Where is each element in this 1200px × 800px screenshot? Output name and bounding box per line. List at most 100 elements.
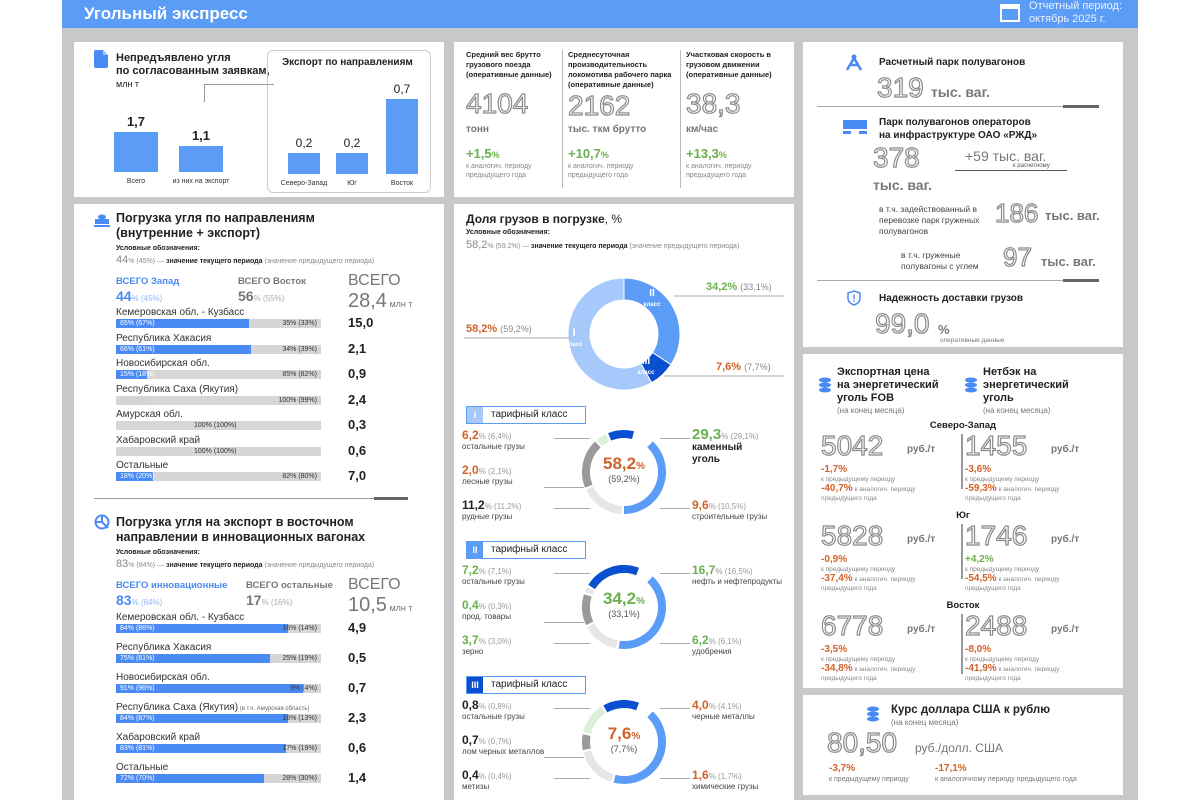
innov-value: 83% (84%) [116, 592, 163, 608]
share-bar: 72% (70%) 28% (30%) [116, 774, 321, 783]
mom-label: к предыдущему периоду [965, 566, 1040, 573]
fob-mom-change: -0,9% [821, 554, 848, 565]
export-bar-value: 0,2 [295, 135, 313, 150]
usd-mom-label: к предыдущему периоду [829, 776, 909, 783]
bar-left-label: 84% (87%) [120, 715, 155, 722]
share-bar-fill [116, 344, 252, 354]
tariff-donut-segment [586, 486, 623, 514]
tariff-center-value: 7,6% [607, 724, 641, 743]
leader-line [554, 708, 590, 709]
tariff-donut [582, 565, 666, 649]
share-bar: 65% (67%) 35% (33%) [116, 319, 321, 328]
price-region-name: Северо-Запад [929, 420, 997, 431]
net-price-value: 2488 [964, 609, 1028, 641]
tariff-segment-label: 16,7% (16,5%) нефть и нефтепродукты [692, 563, 783, 586]
kpi-unit: тонн [466, 124, 489, 135]
tariff-class-label: тарифный класс [491, 544, 568, 555]
tariff-donut-segment [618, 576, 666, 649]
tariff-donut-segment [582, 594, 594, 626]
bar-right-label: 34% (39%) [282, 345, 317, 353]
unclaimed-bar-value: 1,7 [126, 114, 146, 129]
tariff-segment-label: 6,2% (6,1%) удобрения [692, 633, 742, 656]
share-bar-fill [116, 370, 147, 379]
share-bar: 75% (81%) 25% (19%) [116, 654, 321, 663]
class-word-label: класс [644, 302, 662, 308]
unclaimed-title: Непредъявлено угля по согласованным заявк… [116, 52, 270, 77]
period-value: октябрь 2025 г. [1029, 13, 1106, 25]
bar-right-label: 16% (14%) [282, 625, 317, 632]
kpi-note: к аналогич. периоду предыдущего года [568, 163, 634, 179]
price-divider [961, 524, 963, 579]
wagon-icon [843, 120, 867, 134]
netback-sub: (на конец месяца) [983, 406, 1051, 415]
share-bar-fill [116, 684, 303, 693]
report-period: Отчетный период: октябрь 2025 г. [1029, 0, 1122, 26]
export-bar-label: Северо-Запад [280, 180, 328, 187]
export-box: Экспорт по направлениям 0,2 Северо-Запад 0… [267, 50, 431, 193]
bar-right-label: 9% (4%) [290, 685, 317, 692]
kpi-note: к аналогич. периоду предыдущего года [466, 163, 532, 179]
calc-fleet-title: Расчетный парк полувагонов [879, 57, 1026, 68]
leader-line [554, 778, 590, 779]
globe-icon [94, 514, 110, 530]
kpi-change: +1,5% [466, 146, 500, 161]
class-roman-label: III [642, 356, 651, 367]
tariff-class-label: тарифный класс [491, 409, 568, 420]
share-bar: 18% (20%) 82% (80%) [116, 472, 321, 481]
leader-line [660, 708, 690, 709]
reliability-note: оперативные данные [940, 337, 1005, 344]
loaded-unit: тыс. ваг. [1045, 208, 1100, 223]
kpi-card: Среднесуточная производительность локомо… [562, 50, 682, 190]
leader-line [544, 622, 584, 623]
class-word-label: класс [566, 342, 584, 348]
east-value: 56% (55%) [238, 288, 285, 304]
row-value: 0,6 [348, 740, 367, 755]
tariff-segment-label: 6,2% (6,4%) остальные грузы [462, 428, 525, 451]
tariff-segment-label: 11,2% (11,2%) рудные грузы [462, 498, 522, 521]
share-bar: 100% (100%) [116, 421, 321, 430]
bar-left-label: 18% (20%) [120, 473, 155, 480]
leader-line [544, 757, 584, 758]
unclaimed-bar-label: из них на экспорт [172, 178, 230, 185]
row-label: Кемеровская обл. - Кузбасс [116, 612, 245, 623]
row-value: 0,3 [348, 417, 367, 432]
price-unit: руб./т [907, 624, 936, 635]
class-I-slice [567, 277, 653, 391]
share-bar: 83% (81%) 17% (19%) [116, 744, 321, 753]
price-region-name: Восток [946, 600, 980, 611]
tariff-donut-segment [584, 587, 595, 595]
loaded-value: 186 [994, 197, 1039, 228]
loading-title: Погрузка угля по направлениям (внутренние… [116, 211, 315, 240]
tariff-class-tag: III тарифный класс [466, 676, 586, 694]
row-value: 15,0 [348, 315, 374, 330]
export-bar-label: Юг [347, 180, 357, 187]
divider-accent [374, 497, 408, 500]
leader-line [660, 778, 690, 779]
tariff-segment-label: 1,6% (1,7%) химические грузы [692, 768, 759, 791]
tariff-donut-segment [583, 706, 606, 735]
share-bar: 0% (1%) 100% (99%) [116, 395, 321, 405]
usd-value: 80,50 [826, 726, 898, 758]
tariff-donut [582, 700, 666, 784]
price-unit: руб./т [907, 534, 936, 545]
leader-line [554, 438, 590, 439]
share-bar: 66% (61%) 34% (39%) [116, 344, 321, 354]
kpi-unit: тыс. ткм брутто [568, 124, 647, 135]
price-region-name: Юг [956, 510, 970, 521]
unclaimed-panel: Непредъявлено угля по согласованным заявк… [74, 42, 444, 197]
row-label: Остальные [116, 460, 169, 471]
export-bar [336, 152, 368, 174]
row-label: Республика Хакасия [116, 642, 212, 653]
usd-sub: (на конец месяца) [891, 718, 959, 727]
fob-mom-change: -1,7% [821, 464, 848, 475]
class-word-label: класс [638, 370, 656, 376]
innov-total: 10,5 млн т [348, 594, 413, 616]
row-value: 1,4 [348, 770, 367, 785]
connector-line [204, 84, 274, 102]
leader-line [554, 643, 590, 644]
divider-accent [1063, 279, 1099, 282]
kpi-divider [680, 50, 681, 188]
net-yoy-change: -54,5% к аналогич. периоду предыдущего го… [965, 573, 1060, 593]
tariff-class-number: II [467, 542, 483, 558]
